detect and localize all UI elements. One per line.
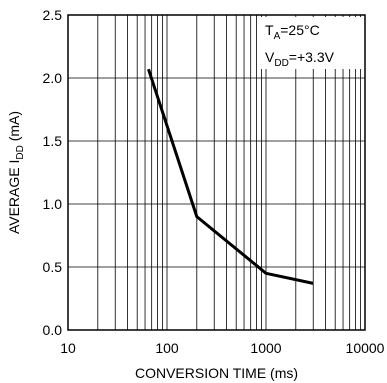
y-axis-label-prefix: AVERAGE I (6, 160, 22, 234)
annotation-ta: TA=25°C (265, 22, 320, 42)
y-tick-label: 1.0 (43, 196, 63, 212)
annotation-ta-rest: =25°C (280, 22, 319, 38)
y-axis-label-suffix: (mA) (6, 111, 22, 145)
annotation-vdd: VDD=+3.3V (265, 49, 335, 69)
y-axis-label: AVERAGE IDD (mA) (6, 111, 26, 234)
annotation-background (260, 17, 363, 69)
y-tick-label: 0.0 (43, 322, 63, 338)
y-tick-label: 0.5 (43, 259, 63, 275)
annotation-vdd-rest: =+3.3V (289, 49, 335, 65)
annotation-vdd-main: V (265, 49, 275, 65)
y-axis-label-sub: DD (15, 145, 26, 159)
annotation-ta-sub: A (274, 31, 281, 42)
annotation-ta-main: T (265, 22, 274, 38)
annotation-vdd-sub: DD (274, 58, 288, 69)
annotation-box: TA=25°C VDD=+3.3V (260, 17, 363, 69)
series-line (147, 68, 314, 285)
plot-frame (67, 14, 366, 331)
x-tick-label: 100 (155, 340, 179, 356)
x-tick-label: 10 (60, 340, 76, 356)
grid (68, 15, 365, 330)
y-tick-label: 2.5 (43, 7, 63, 23)
x-tick-label: 1000 (250, 340, 281, 356)
series-layer (147, 68, 314, 285)
tick-labels: 10 100 1000 10000 0.0 0.5 1.0 1.5 2.0 2.5 (43, 7, 385, 356)
x-axis-label: CONVERSION TIME (ms) (135, 365, 298, 381)
y-tick-label: 1.5 (43, 133, 63, 149)
x-tick-label: 10000 (346, 340, 385, 356)
y-tick-label: 2.0 (43, 70, 63, 86)
